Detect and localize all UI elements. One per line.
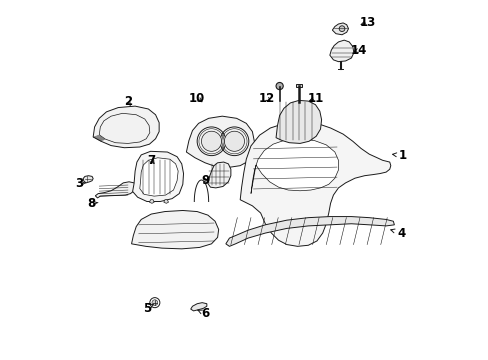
- Text: 3: 3: [75, 177, 85, 190]
- Text: 8: 8: [87, 197, 98, 210]
- Text: 11: 11: [307, 92, 324, 105]
- Text: 6: 6: [198, 307, 209, 320]
- Polygon shape: [95, 182, 136, 198]
- Polygon shape: [140, 158, 178, 196]
- Circle shape: [276, 82, 283, 90]
- Circle shape: [224, 131, 244, 151]
- Polygon shape: [186, 116, 254, 167]
- Text: 1: 1: [392, 149, 406, 162]
- Polygon shape: [93, 106, 159, 148]
- Polygon shape: [240, 122, 390, 246]
- Text: 14: 14: [350, 44, 366, 57]
- Polygon shape: [329, 40, 353, 62]
- Polygon shape: [276, 100, 321, 143]
- Text: 9: 9: [201, 174, 209, 186]
- Text: 10: 10: [189, 92, 205, 105]
- Polygon shape: [207, 162, 230, 188]
- Text: 12: 12: [258, 92, 274, 105]
- Text: 7: 7: [147, 154, 155, 167]
- Text: 13: 13: [359, 16, 376, 29]
- Polygon shape: [225, 217, 394, 246]
- Text: 5: 5: [142, 302, 154, 315]
- Circle shape: [152, 300, 158, 306]
- Polygon shape: [250, 139, 338, 194]
- Circle shape: [339, 26, 344, 32]
- Polygon shape: [132, 151, 183, 202]
- Polygon shape: [83, 176, 93, 183]
- Polygon shape: [131, 211, 218, 249]
- Polygon shape: [296, 84, 301, 87]
- Polygon shape: [332, 23, 348, 35]
- Circle shape: [201, 131, 221, 151]
- Polygon shape: [163, 200, 168, 203]
- Polygon shape: [190, 303, 206, 311]
- Text: 2: 2: [123, 95, 132, 108]
- Polygon shape: [149, 200, 154, 203]
- Text: 4: 4: [390, 226, 405, 239]
